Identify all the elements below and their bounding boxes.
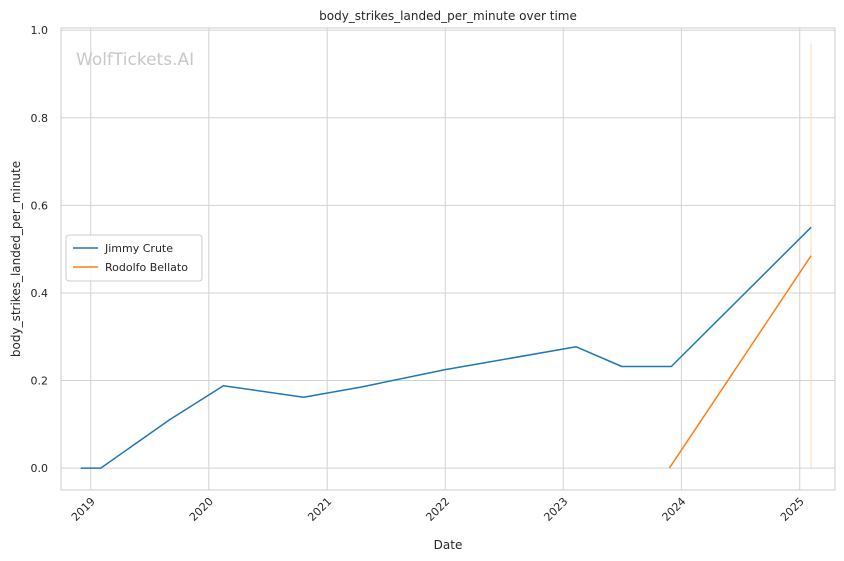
x-tick-label: 2023 — [541, 495, 570, 524]
x-tick-label: 2022 — [423, 495, 452, 524]
y-tick-label: 0.8 — [31, 112, 49, 125]
series-line-rodolfo-bellato — [668, 255, 812, 469]
watermark-text: WolfTickets.AI — [76, 50, 194, 70]
x-tick-label: 2019 — [69, 495, 98, 524]
series-line-jimmy-crute — [80, 226, 812, 469]
y-tick-label: 0.2 — [31, 375, 49, 388]
grid-lines — [61, 28, 835, 490]
legend-box — [65, 234, 203, 282]
legend-entry-rodolfo-bellato: Rodolfo Bellato — [105, 261, 188, 274]
chart-title: body_strikes_landed_per_minute over time — [319, 9, 577, 23]
y-tick-label: 0.4 — [31, 287, 49, 300]
x-axis-label: Date — [434, 538, 463, 552]
x-tick-label: 2024 — [659, 495, 688, 524]
y-tick-label: 0.0 — [31, 462, 49, 475]
x-tick-label: 2020 — [187, 495, 216, 524]
series-lines — [80, 43, 812, 469]
y-axis-label: body_strikes_landed_per_minute — [9, 161, 23, 357]
y-tick-label: 0.6 — [31, 199, 49, 212]
x-tick-label: 2025 — [778, 495, 807, 524]
y-tick-label: 1.0 — [31, 24, 49, 37]
legend: Jimmy Crute Rodolfo Bellato — [65, 234, 203, 282]
x-tick-label: 2021 — [305, 495, 334, 524]
plot-frame — [60, 27, 836, 491]
legend-entry-jimmy-crute: Jimmy Crute — [104, 242, 173, 255]
